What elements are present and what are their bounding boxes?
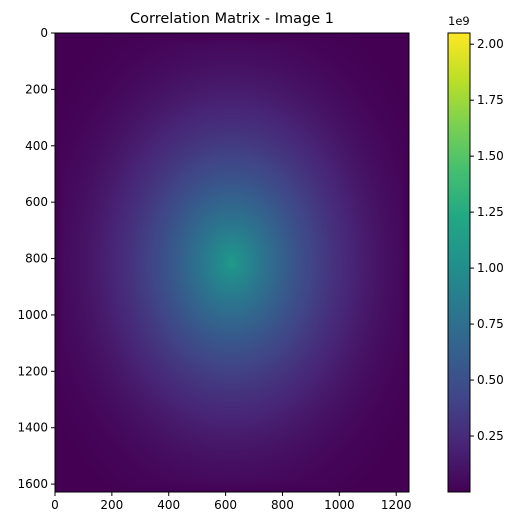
x-axis: 0 200 400 600 800 1000 1200 [51, 492, 411, 512]
colorbar-frame [447, 32, 471, 493]
y-tick-label: 600 [25, 195, 48, 209]
colorbar-tick-label: 2.00 [477, 37, 504, 51]
plot-frame [54, 32, 410, 493]
y-tick-label: 0 [40, 26, 48, 40]
x-tick-label: 1000 [324, 498, 355, 512]
x-tick-label: 800 [271, 498, 294, 512]
colorbar-tick-label: 1.00 [477, 261, 504, 275]
x-tick-label: 200 [100, 498, 123, 512]
colorbar-ticks: 0.25 0.50 0.75 1.00 1.25 1.50 1.75 2.00 [470, 37, 504, 443]
y-axis: 0 200 400 600 800 1000 1200 1400 1600 [17, 26, 55, 491]
heatmap-cells [55, 33, 409, 492]
y-tick-label: 1600 [17, 477, 48, 491]
colorbar-tick-label: 0.25 [477, 429, 504, 443]
colorbar-exponent-label: 1e9 [448, 14, 470, 28]
x-tick-label: 1200 [381, 498, 412, 512]
colorbar: 1e9 0.25 0.50 0.75 1.00 1.25 1.50 1.75 2.00 [447, 14, 504, 493]
x-tick-label: 600 [214, 498, 237, 512]
x-tick-label: 0 [51, 498, 59, 512]
chart-title: Correlation Matrix - Image 1 [130, 11, 334, 27]
y-tick-label: 1000 [17, 308, 48, 322]
colorbar-tick-label: 1.50 [477, 149, 504, 163]
colorbar-tick-label: 0.50 [477, 373, 504, 387]
y-tick-label: 400 [25, 139, 48, 153]
y-tick-label: 1200 [17, 364, 48, 378]
heatmap-image [54, 32, 410, 493]
x-tick-label: 400 [157, 498, 180, 512]
colorbar-tick-label: 1.75 [477, 93, 504, 107]
colorbar-gradient [448, 33, 470, 492]
y-tick-label: 800 [25, 252, 48, 266]
y-tick-label: 1400 [17, 421, 48, 435]
y-tick-label: 200 [25, 82, 48, 96]
colorbar-tick-label: 0.75 [477, 317, 504, 331]
colorbar-tick-label: 1.25 [477, 205, 504, 219]
